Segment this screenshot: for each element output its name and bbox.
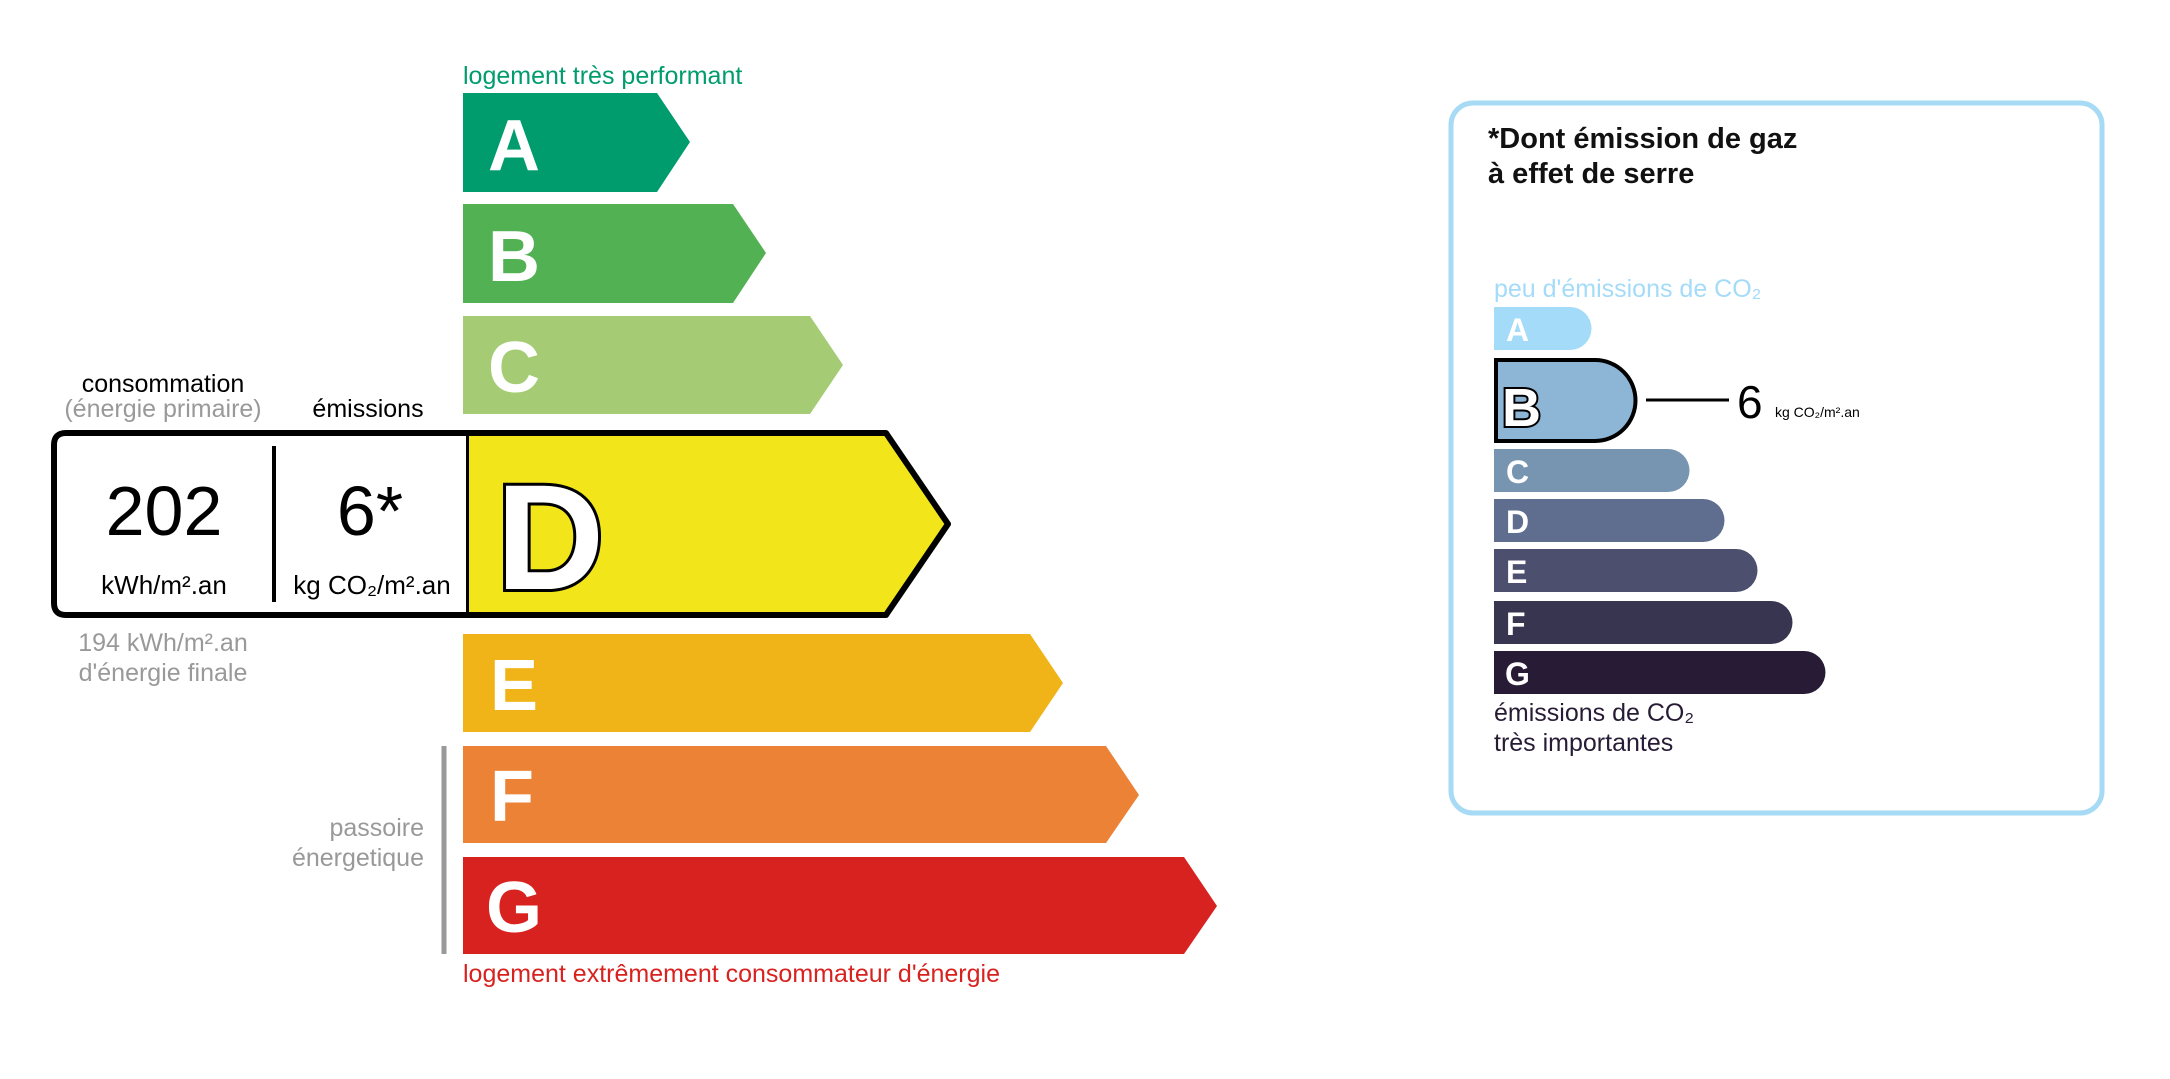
ges-current-letter: B xyxy=(1502,378,1541,438)
emissions-value: 6* xyxy=(337,472,403,550)
energy-letter-e: E xyxy=(490,646,538,726)
energy-bar-e: E xyxy=(463,634,1063,732)
emissions-unit: kg CO₂/m².an xyxy=(293,570,450,600)
ges-letter-f: F xyxy=(1506,606,1526,642)
ges-bar-c: C xyxy=(1494,449,1690,492)
energy-letter-b: B xyxy=(488,217,540,297)
energy-current-class-box: D xyxy=(51,430,951,624)
energy-bar-g: G xyxy=(463,857,1217,954)
ges-bar-d: D xyxy=(1494,499,1725,542)
energy-bar-c: C xyxy=(463,316,843,414)
ges-top-label: peu d'émissions de CO₂ xyxy=(1494,275,1761,303)
ges-bottom-label-2: très importantes xyxy=(1494,729,1673,757)
ges-bar-g: G xyxy=(1494,651,1826,694)
energy-bottom-label: logement extrêmement consommateur d'éner… xyxy=(463,960,1000,988)
energy-letter-c: C xyxy=(488,328,540,408)
ges-title-2: à effet de serre xyxy=(1488,158,1694,190)
ges-unit: kg CO₂/m².an xyxy=(1775,404,1860,420)
energy-current-letter: D xyxy=(496,453,604,621)
ges-bar-a: A xyxy=(1494,307,1592,350)
consumption-value: 202 xyxy=(106,472,223,550)
energy-letter-f: F xyxy=(490,757,534,837)
final-energy-value: 194 kWh/m².an xyxy=(78,629,248,657)
consumption-unit: kWh/m².an xyxy=(101,570,227,600)
passoire-label-2: énergetique xyxy=(292,844,424,872)
ges-letter-c: C xyxy=(1506,454,1529,490)
energy-bar-b: B xyxy=(463,204,766,303)
emissions-label: émissions xyxy=(312,395,423,423)
ges-letter-d: D xyxy=(1506,504,1529,540)
passoire-label-1: passoire xyxy=(330,814,425,842)
ges-bar-e: E xyxy=(1494,549,1758,592)
energy-bar-f: F xyxy=(463,746,1139,843)
ges-letter-a: A xyxy=(1506,312,1529,348)
ges-value: 6 xyxy=(1737,376,1763,428)
ges-title-1: *Dont émission de gaz xyxy=(1488,123,1797,155)
ges-bottom-label-1: émissions de CO₂ xyxy=(1494,699,1694,727)
ges-letter-g: G xyxy=(1505,656,1530,692)
ges-bar-f: F xyxy=(1494,601,1793,644)
consumption-sublabel: (énergie primaire) xyxy=(64,395,261,423)
ges-bar-b-current: B xyxy=(1494,358,1638,443)
ges-letter-e: E xyxy=(1506,554,1527,590)
energy-top-label: logement très performant xyxy=(463,62,742,90)
energy-bar-a: A xyxy=(463,93,690,192)
energy-letter-a: A xyxy=(488,106,540,186)
energy-letter-g: G xyxy=(486,868,542,948)
consumption-label: consommation xyxy=(82,370,245,398)
final-energy-label: d'énergie finale xyxy=(79,659,248,687)
